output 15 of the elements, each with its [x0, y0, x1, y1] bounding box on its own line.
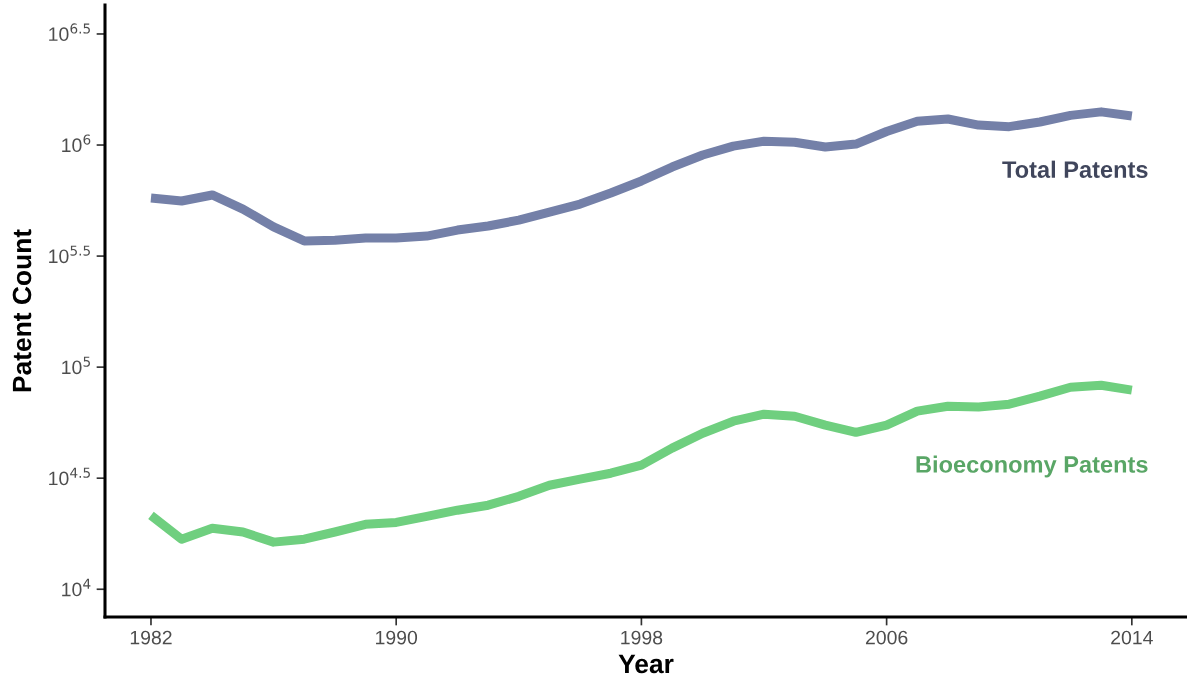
y-tick-label: 10$^{6.5}$ — [49, 23, 90, 42]
x-axis-title: Year — [618, 654, 674, 674]
y-tick-label: 10$^{5.5}$ — [49, 245, 90, 264]
x-tick-label: 2014 — [1111, 630, 1153, 645]
y-tick-label: 10$^{6}$ — [62, 134, 91, 153]
x-tick-label: 1998 — [621, 630, 663, 645]
y-axis-title: Patent Count — [12, 229, 32, 392]
x-tick-label: 2006 — [865, 630, 908, 645]
series-label: Total Patents — [1002, 160, 1148, 178]
series-label: Bioeconomy Patents — [916, 455, 1148, 478]
x-tick-label: 1982 — [130, 630, 172, 645]
x-tick-label: 1990 — [376, 630, 418, 645]
y-tick-label: 10$^{5}$ — [62, 356, 90, 375]
y-tick-label: 10$^{4.5}$ — [49, 467, 90, 486]
y-tick-label: 10$^{4}$ — [62, 578, 91, 597]
